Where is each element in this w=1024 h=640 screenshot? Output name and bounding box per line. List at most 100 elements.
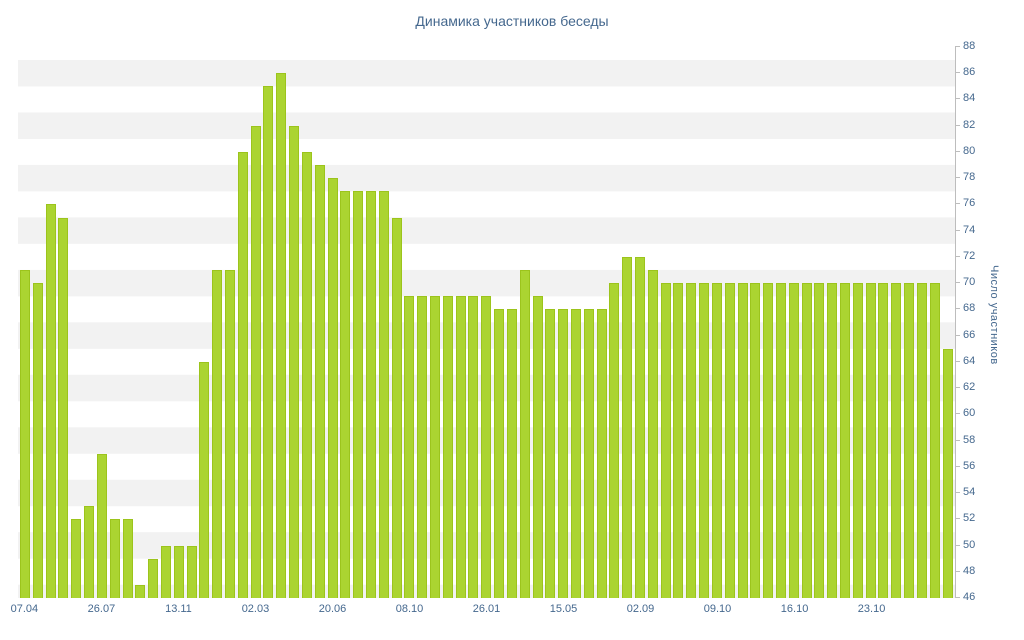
bar[interactable] <box>148 558 159 598</box>
bar[interactable] <box>891 283 902 598</box>
y-tick-label: 80 <box>954 144 976 157</box>
bar[interactable] <box>404 296 415 598</box>
y-tick-label: 68 <box>954 302 976 315</box>
bar[interactable] <box>455 296 466 598</box>
bar[interactable] <box>122 519 133 598</box>
y-tick-label: 84 <box>954 92 976 105</box>
bar[interactable] <box>45 204 56 598</box>
bar[interactable] <box>481 296 492 598</box>
bar[interactable] <box>788 283 799 598</box>
bar[interactable] <box>212 270 223 598</box>
bar[interactable] <box>660 283 671 598</box>
y-tick-label: 52 <box>954 512 976 525</box>
y-tick-label: 62 <box>954 381 976 394</box>
bar[interactable] <box>506 309 517 598</box>
bar[interactable] <box>173 545 184 598</box>
y-tick-label: 74 <box>954 223 976 236</box>
bar[interactable] <box>647 270 658 598</box>
bar[interactable] <box>417 296 428 598</box>
x-tick-label: 07.04 <box>10 603 39 615</box>
x-tick-label: 23.10 <box>857 603 886 615</box>
bar[interactable] <box>71 519 82 598</box>
bar[interactable] <box>673 283 684 598</box>
bar[interactable] <box>609 283 620 598</box>
bar[interactable] <box>327 178 338 598</box>
bar[interactable] <box>430 296 440 598</box>
bar[interactable] <box>916 283 927 598</box>
y-tick-label: 58 <box>954 433 976 446</box>
bar[interactable] <box>378 191 389 598</box>
bar[interactable] <box>558 309 569 598</box>
bar[interactable] <box>340 191 351 598</box>
bar[interactable] <box>237 151 248 598</box>
x-tick-label: 20.06 <box>318 603 347 615</box>
bar[interactable] <box>942 348 953 598</box>
bar[interactable] <box>686 283 697 598</box>
bar[interactable] <box>225 270 235 598</box>
bar[interactable] <box>827 283 838 598</box>
bar[interactable] <box>468 296 479 598</box>
bar[interactable] <box>391 217 402 598</box>
x-tick-label: 02.09 <box>626 603 655 615</box>
bar[interactable] <box>699 283 710 598</box>
bar[interactable] <box>711 283 722 598</box>
bar[interactable] <box>289 125 300 598</box>
y-tick-label: 70 <box>954 276 976 289</box>
bar[interactable] <box>96 453 107 598</box>
bar[interactable] <box>494 309 505 598</box>
bar[interactable] <box>904 283 915 598</box>
y-tick-label: 86 <box>954 66 976 79</box>
x-tick-label: 16.10 <box>780 603 809 615</box>
bar[interactable] <box>545 309 556 598</box>
bar[interactable] <box>84 506 95 598</box>
bar[interactable] <box>532 296 543 598</box>
bar[interactable] <box>199 361 210 598</box>
x-tick-label: 09.10 <box>703 603 732 615</box>
bar[interactable] <box>801 283 812 598</box>
y-axis-title: Число участников <box>988 265 1000 365</box>
bar[interactable] <box>750 283 761 598</box>
bar[interactable] <box>263 86 274 598</box>
bar[interactable] <box>276 73 287 598</box>
bar[interactable] <box>442 296 453 598</box>
bar[interactable] <box>840 283 850 598</box>
bar[interactable] <box>763 283 774 598</box>
bar[interactable] <box>160 545 171 598</box>
bar[interactable] <box>724 283 735 598</box>
y-tick-label: 54 <box>954 486 976 499</box>
bar[interactable] <box>519 270 530 598</box>
x-tick-label: 26.01 <box>472 603 501 615</box>
y-axis: 46 48 50 52 54 56 58 60 62 64 66 68 70 72 74 76 78 80 82 84… <box>954 40 1015 603</box>
bar[interactable] <box>737 283 748 598</box>
bar[interactable] <box>775 283 786 598</box>
x-axis: 07.04 26.07 13.11 02.03 20.06 08.10 26.01 15.05… <box>11 603 955 619</box>
bar[interactable] <box>186 545 197 598</box>
bar[interactable] <box>635 256 645 598</box>
bar[interactable] <box>58 217 69 598</box>
bar[interactable] <box>622 256 633 598</box>
bar[interactable] <box>852 283 863 598</box>
bar[interactable] <box>596 309 607 598</box>
bar[interactable] <box>365 191 376 598</box>
bar[interactable] <box>250 125 261 598</box>
y-tick-label: 56 <box>954 459 976 472</box>
bar[interactable] <box>109 519 120 598</box>
chart-title: Динамика участников беседы <box>415 13 609 29</box>
bar[interactable] <box>865 283 876 598</box>
bar[interactable] <box>878 283 889 598</box>
y-tick-label: 88 <box>954 40 976 52</box>
bar[interactable] <box>929 283 940 598</box>
bar[interactable] <box>32 283 43 598</box>
bar[interactable] <box>314 165 325 598</box>
y-tick-label: 64 <box>954 354 976 367</box>
y-tick-label: 50 <box>954 538 976 551</box>
bar[interactable] <box>135 584 146 598</box>
bar[interactable] <box>20 270 30 598</box>
bar[interactable] <box>301 151 312 598</box>
x-tick-label: 13.11 <box>165 603 192 615</box>
bar[interactable] <box>570 309 581 598</box>
bar[interactable] <box>814 283 825 598</box>
bar[interactable] <box>353 191 364 598</box>
bar[interactable] <box>583 309 594 598</box>
